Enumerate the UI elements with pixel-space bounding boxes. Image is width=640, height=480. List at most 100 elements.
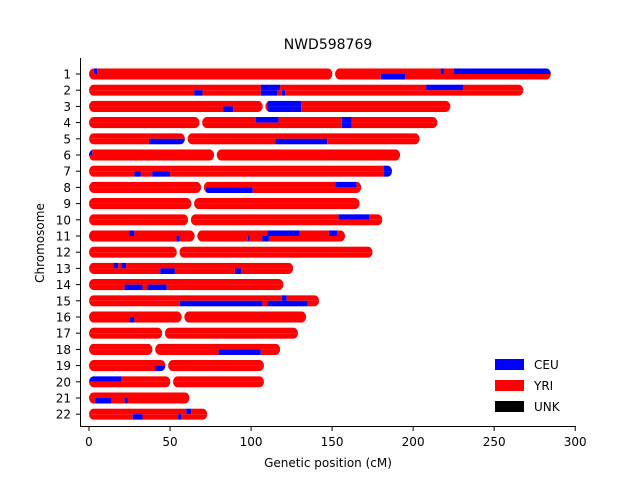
- segment-top-ceu: [453, 68, 551, 74]
- legend-swatch-yri: [495, 380, 524, 391]
- segment-top-ceu: [129, 230, 135, 236]
- segment-top-yri: [463, 84, 524, 91]
- segment-bottom-ceu: [124, 398, 128, 404]
- chromosome-2: [89, 84, 524, 96]
- segment-bottom-yri: [252, 187, 362, 193]
- segment-bottom-yri: [89, 155, 401, 161]
- segment-top-yri: [89, 198, 360, 204]
- segment-top-ceu: [426, 84, 464, 91]
- y-tick-label: 14: [56, 278, 71, 292]
- segment-top-yri: [89, 100, 268, 107]
- segment-top-yri: [92, 149, 401, 155]
- chromosome-17: [89, 327, 299, 339]
- segment-bottom-ceu: [260, 90, 278, 96]
- segment-top-yri: [286, 295, 320, 301]
- chromosome-22: [89, 408, 208, 420]
- y-tick-label: 8: [63, 181, 71, 195]
- chromosome-10: [89, 214, 383, 226]
- chromosome-11: [89, 230, 346, 242]
- segment-top-yri: [299, 230, 329, 236]
- segment-top-ceu: [113, 262, 119, 269]
- segment-bottom-yri: [301, 106, 451, 112]
- segment-bottom-yri: [142, 414, 179, 420]
- segment-bottom-ceu: [223, 106, 234, 112]
- chromosome-15: [89, 295, 320, 307]
- segment-bottom-ceu: [267, 300, 308, 307]
- segment-top-yri: [278, 117, 342, 123]
- segment-top-ceu: [281, 295, 287, 301]
- segment-bottom-yri: [89, 252, 373, 258]
- y-tick-label: 6: [63, 149, 71, 163]
- segment-bottom-yri: [260, 349, 281, 355]
- segment-bottom-yri: [181, 414, 208, 420]
- segment-bottom-ceu: [155, 365, 166, 372]
- segment-top-yri: [89, 262, 114, 269]
- segment-bottom-yri: [89, 398, 96, 404]
- x-tick-label: 100: [240, 435, 263, 449]
- chromosome-7: [89, 165, 393, 177]
- segment-top-ceu: [267, 230, 300, 236]
- segment-top-yri: [301, 100, 451, 107]
- segment-top-yri: [89, 84, 261, 91]
- segment-bottom-yri: [166, 284, 284, 291]
- x-axis-label: Genetic position (cM): [264, 456, 392, 470]
- segment-bottom-ceu: [124, 284, 143, 291]
- y-tick-label: 2: [63, 84, 71, 98]
- segment-top-yri: [89, 246, 373, 253]
- segment-bottom-yri: [89, 171, 135, 177]
- segment-bottom-yri: [89, 187, 206, 193]
- segment-top-ceu: [328, 230, 337, 236]
- chromosome-21: [89, 392, 190, 404]
- segment-top-yri: [89, 181, 336, 188]
- legend-swatch-unk: [495, 401, 524, 412]
- segment-bottom-yri: [174, 268, 235, 274]
- x-tick-label: 0: [85, 435, 93, 449]
- segment-top-yri: [89, 68, 94, 74]
- x-tick-label: 250: [483, 435, 506, 449]
- segment-top-yri: [118, 262, 122, 269]
- segment-top-ceu: [186, 408, 192, 415]
- segment-top-yri: [280, 84, 427, 91]
- segment-bottom-yri: [277, 90, 282, 96]
- y-tick-label: 15: [56, 294, 71, 308]
- chromosome-6: [89, 149, 401, 161]
- segment-bottom-ceu: [218, 349, 261, 355]
- legend-swatch-ceu: [495, 359, 524, 370]
- y-tick-label: 11: [56, 230, 71, 244]
- segment-bottom-yri: [202, 90, 261, 96]
- segment-bottom-ceu: [132, 414, 143, 420]
- segment-bottom-yri: [89, 203, 360, 210]
- segment-bottom-ceu: [95, 398, 112, 404]
- segment-bottom-yri: [89, 365, 156, 372]
- chromosome-12: [89, 246, 373, 258]
- y-tick-label: 9: [63, 197, 71, 211]
- segment-bottom-yri: [249, 236, 263, 242]
- segment-top-yri: [369, 214, 383, 220]
- segment-bottom-yri: [285, 90, 524, 96]
- segment-top-yri: [89, 165, 384, 172]
- chromosome-18: [89, 343, 281, 355]
- segment-bottom-ceu: [152, 171, 171, 177]
- segment-bottom-ceu: [262, 236, 269, 242]
- x-tick-label: 200: [402, 435, 425, 449]
- y-tick-label: 19: [56, 359, 71, 373]
- segment-top-ceu: [341, 117, 352, 123]
- segment-bottom-yri: [89, 284, 125, 291]
- y-tick-label: 5: [63, 132, 71, 146]
- segment-bottom-ceu: [341, 122, 352, 129]
- segment-bottom-yri: [327, 138, 420, 145]
- segment-bottom-ceu: [383, 171, 393, 177]
- segment-top-yri: [89, 327, 299, 334]
- segment-top-ceu: [267, 100, 302, 107]
- segment-top-ceu: [260, 84, 281, 91]
- segment-bottom-ceu: [380, 74, 406, 80]
- segment-bottom-yri: [89, 268, 161, 274]
- chromosome-19: [89, 360, 265, 372]
- segment-bottom-yri: [89, 219, 383, 226]
- segment-bottom-yri: [262, 300, 268, 307]
- segment-top-yri: [336, 230, 346, 236]
- segment-bottom-ceu: [234, 268, 242, 274]
- segment-bottom-ceu: [247, 236, 250, 242]
- segment-top-yri: [89, 230, 130, 236]
- segment-bottom-yri: [351, 122, 438, 129]
